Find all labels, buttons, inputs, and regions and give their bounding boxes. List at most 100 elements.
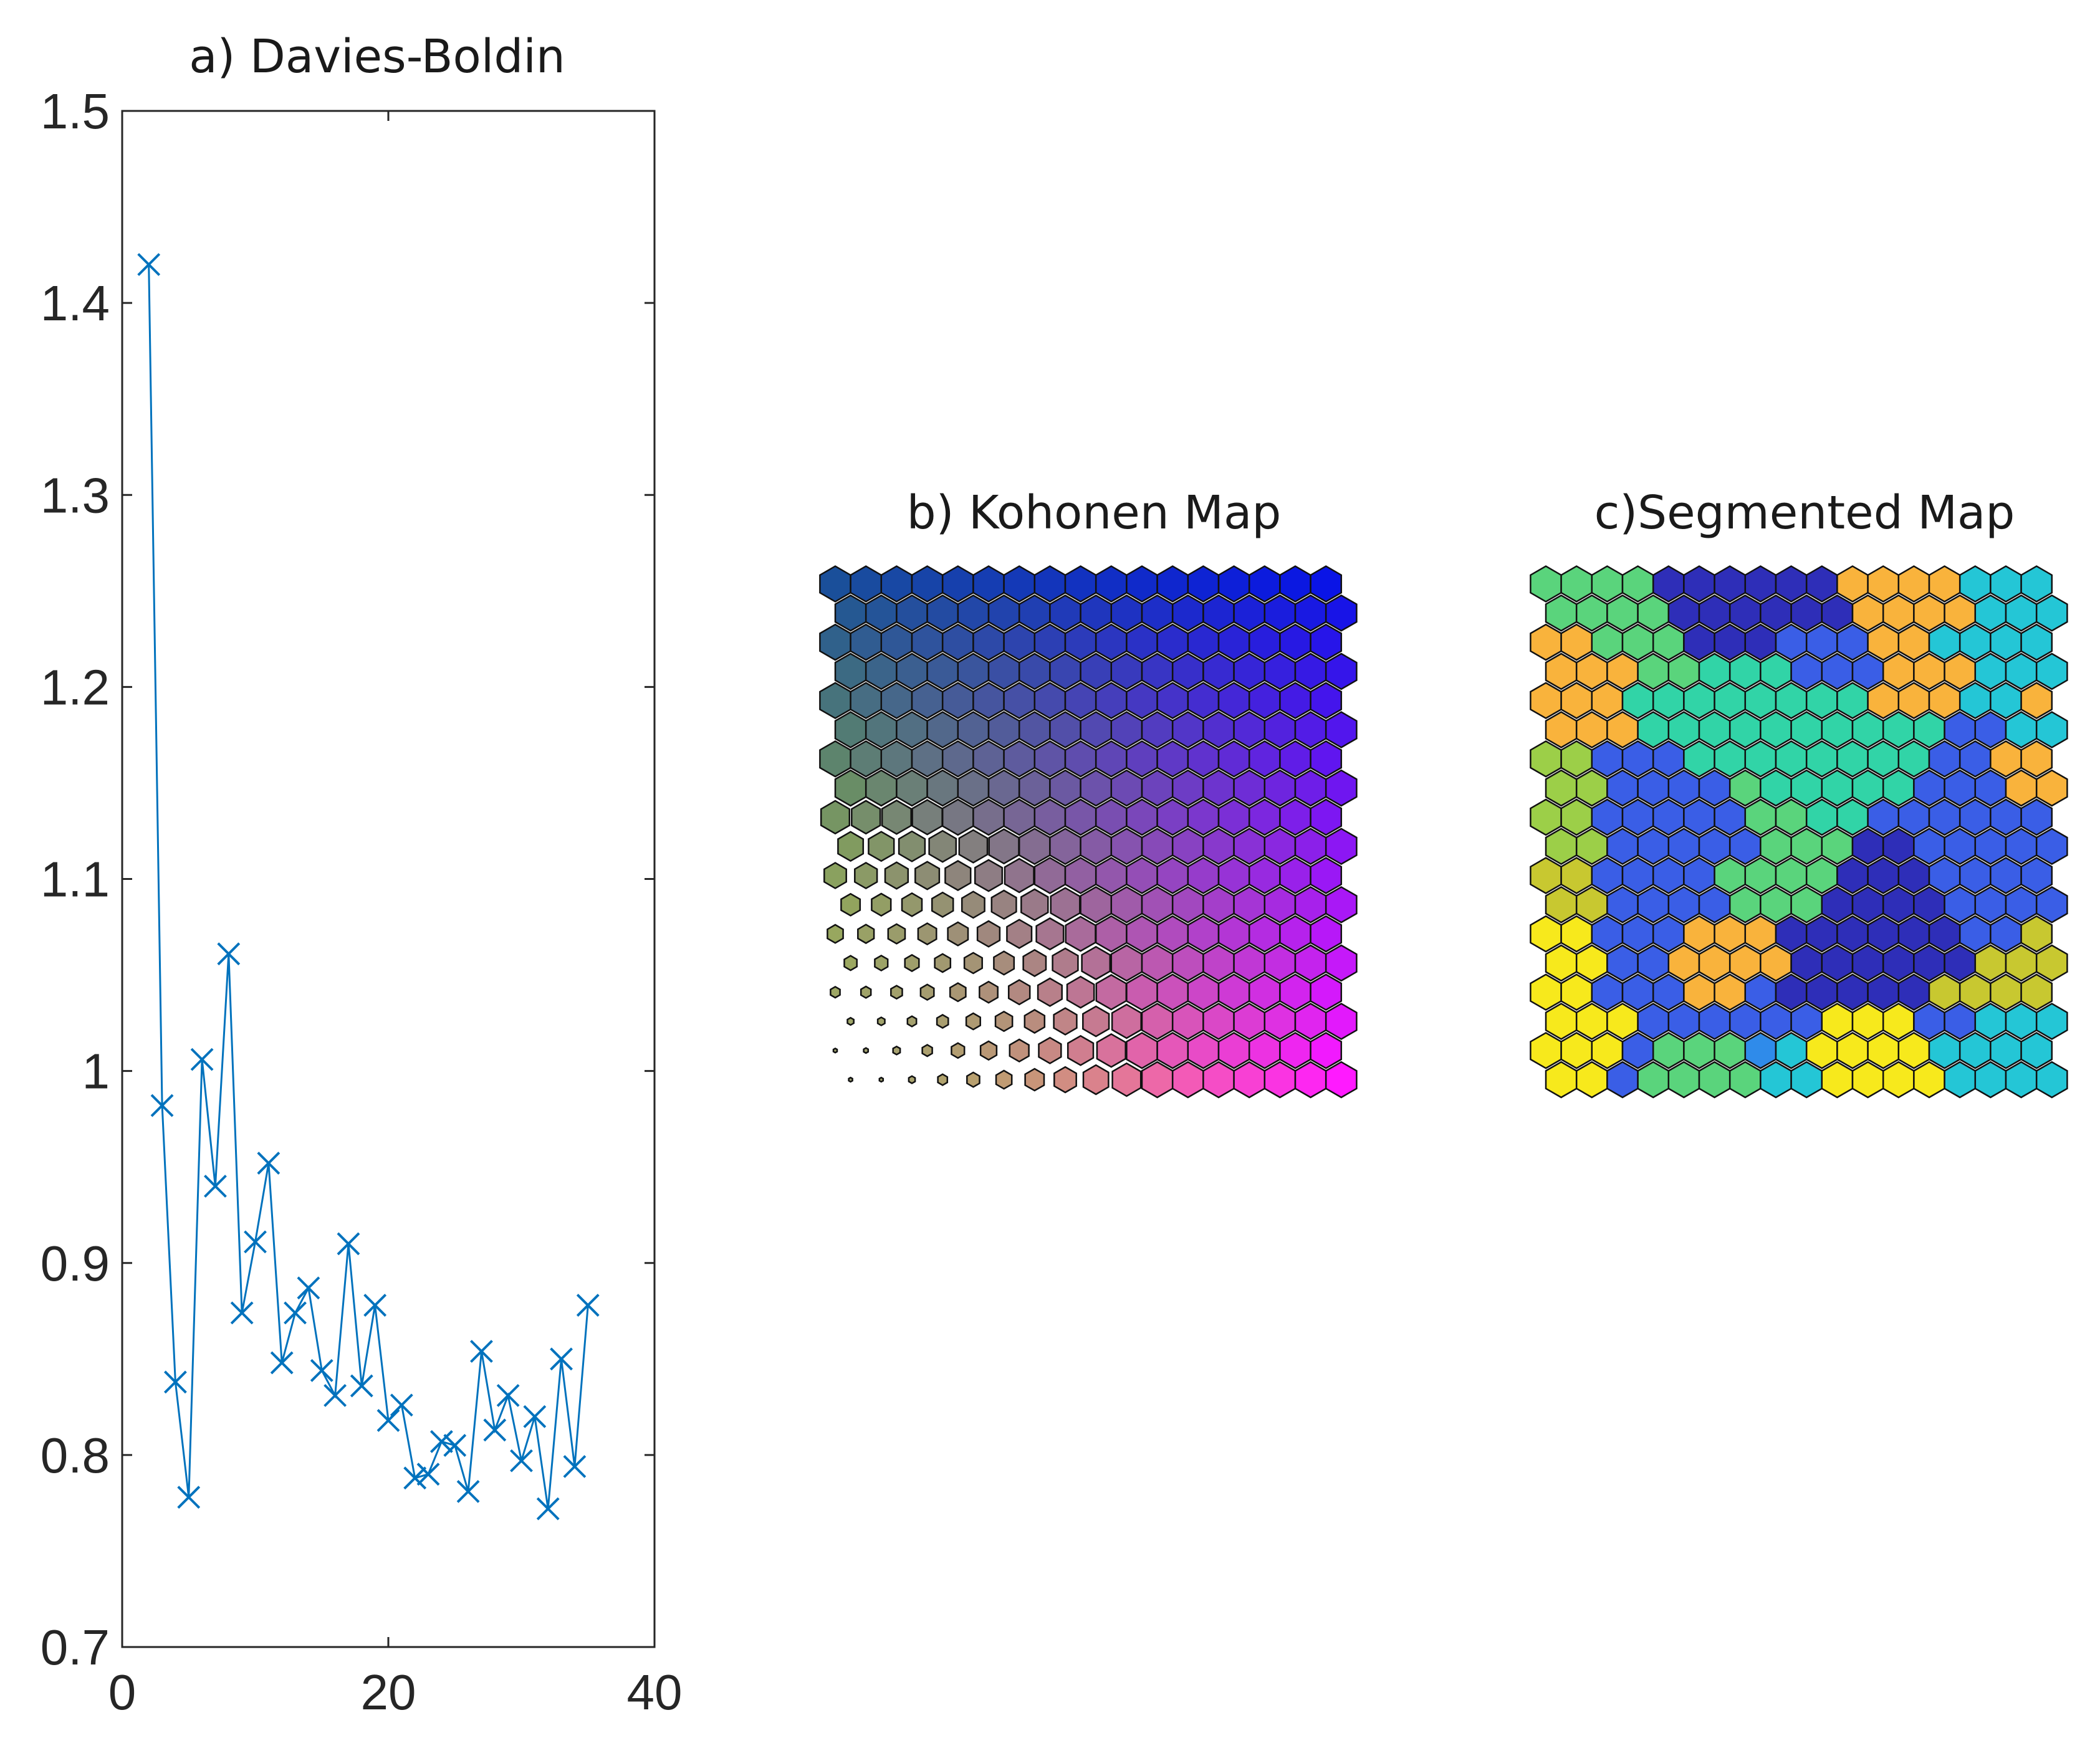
- kohonen-cell: [1126, 565, 1158, 603]
- segment-cell: [1897, 798, 1930, 836]
- kohonen-cell: [1202, 652, 1235, 690]
- kohonen-cell: [892, 1045, 901, 1056]
- segment-cell: [1882, 1061, 1915, 1099]
- kohonen-cell: [1187, 857, 1220, 894]
- kohonen-cell: [931, 891, 954, 918]
- segment-cell: [1805, 740, 1838, 778]
- segment-cell: [1760, 944, 1792, 982]
- kohonen-cell: [941, 740, 974, 778]
- segment-cell: [1575, 594, 1608, 632]
- kohonen-cell: [1080, 652, 1113, 690]
- segment-cell: [1591, 565, 1624, 603]
- kohonen-cell: [1248, 1031, 1281, 1069]
- kohonen-cell: [1187, 623, 1220, 661]
- segment-cell: [1545, 594, 1578, 632]
- segment-cell: [1928, 565, 1961, 603]
- segment-cell: [1575, 1061, 1608, 1099]
- kohonen-cell: [1171, 886, 1204, 924]
- kohonen-cell: [1110, 944, 1143, 982]
- kohonen-cell: [876, 1016, 886, 1026]
- kohonen-cell: [958, 829, 989, 864]
- segment-cell: [1621, 1031, 1654, 1069]
- kohonen-cell: [880, 740, 913, 778]
- kohonen-cell: [926, 652, 959, 690]
- kohonen-cell: [1187, 682, 1220, 720]
- segment-cell: [2020, 1031, 2053, 1069]
- segment-cell: [1805, 857, 1838, 894]
- segment-cell: [1805, 798, 1838, 836]
- kohonen-cell: [966, 1071, 980, 1088]
- segment-cell: [1913, 652, 1945, 690]
- segment-cell: [1775, 740, 1808, 778]
- kohonen-cell: [1217, 682, 1250, 720]
- kohonen-cell: [1009, 1038, 1030, 1063]
- segmented-map-title: c)Segmented Map: [1594, 486, 2015, 540]
- segment-cell: [1775, 915, 1808, 953]
- kohonen-cell: [941, 565, 974, 603]
- kohonen-cell: [1233, 944, 1266, 982]
- data-point: [429, 1430, 453, 1453]
- segment-cell: [1545, 769, 1578, 807]
- kohonen-cell: [972, 682, 1005, 720]
- kohonen-cell: [1310, 857, 1343, 894]
- data-point: [403, 1466, 427, 1490]
- segment-cell: [2035, 886, 2068, 924]
- kohonen-cell: [865, 594, 898, 632]
- segment-cell: [1805, 1031, 1838, 1069]
- segment-cell: [1652, 1031, 1685, 1069]
- kohonen-cell: [1310, 740, 1343, 778]
- kohonen-cell: [941, 623, 974, 661]
- segment-cell: [2035, 944, 2068, 982]
- kohonen-cell: [1263, 652, 1297, 690]
- series-line: [148, 264, 589, 1509]
- kohonen-cell: [1310, 623, 1343, 661]
- segment-cell: [1775, 682, 1808, 720]
- kohonen-cell: [1033, 565, 1067, 603]
- kohonen-cell: [1049, 711, 1081, 748]
- segment-cell: [1591, 915, 1624, 953]
- segment-cell: [1836, 740, 1869, 778]
- segment-cell: [1959, 973, 1992, 1011]
- kohonen-cell: [1110, 828, 1143, 866]
- segment-cell: [1990, 973, 2022, 1011]
- segment-cell: [1714, 1031, 1747, 1069]
- kohonen-cell: [1217, 798, 1250, 836]
- segment-cell: [1959, 915, 1992, 953]
- segment-cell: [1974, 1061, 2007, 1099]
- segment-cell: [1990, 565, 2022, 603]
- segment-cell: [1530, 798, 1562, 836]
- segment-cell: [1851, 594, 1884, 632]
- segment-cell: [2020, 682, 2053, 720]
- segment-cell: [1683, 973, 1715, 1011]
- kohonen-cell: [1126, 1031, 1158, 1069]
- kohonen-cell: [993, 950, 1015, 976]
- kohonen-cell: [972, 623, 1005, 661]
- kohonen-cell: [1018, 711, 1051, 748]
- kohonen-cell: [972, 565, 1005, 603]
- data-point: [376, 1408, 400, 1432]
- segment-cell: [1683, 1031, 1715, 1069]
- segment-cell: [1714, 682, 1747, 720]
- segment-cell: [2035, 652, 2068, 690]
- segment-cell: [1913, 594, 1945, 632]
- kohonen-cell: [1141, 886, 1174, 924]
- kohonen-cell: [936, 1014, 949, 1029]
- kohonen-cell: [972, 798, 1005, 836]
- kohonen-cell: [1263, 944, 1297, 982]
- kohonen-cell: [1033, 682, 1067, 720]
- kohonen-cell: [1126, 857, 1158, 894]
- data-point: [416, 1463, 440, 1486]
- x-tick-label: 40: [627, 1664, 683, 1720]
- segment-cell: [1530, 623, 1562, 661]
- kohonen-cell: [1110, 594, 1143, 632]
- kohonen-cell: [1294, 886, 1327, 924]
- kohonen-cell: [830, 985, 841, 999]
- kohonen-cell: [898, 830, 926, 862]
- kohonen-cell: [1202, 594, 1235, 632]
- segment-cell: [1530, 682, 1562, 720]
- segment-cell: [1667, 594, 1700, 632]
- data-point: [483, 1418, 507, 1442]
- segment-cell: [1944, 594, 1977, 632]
- kohonen-cell: [834, 594, 867, 632]
- segment-cell: [1790, 652, 1823, 690]
